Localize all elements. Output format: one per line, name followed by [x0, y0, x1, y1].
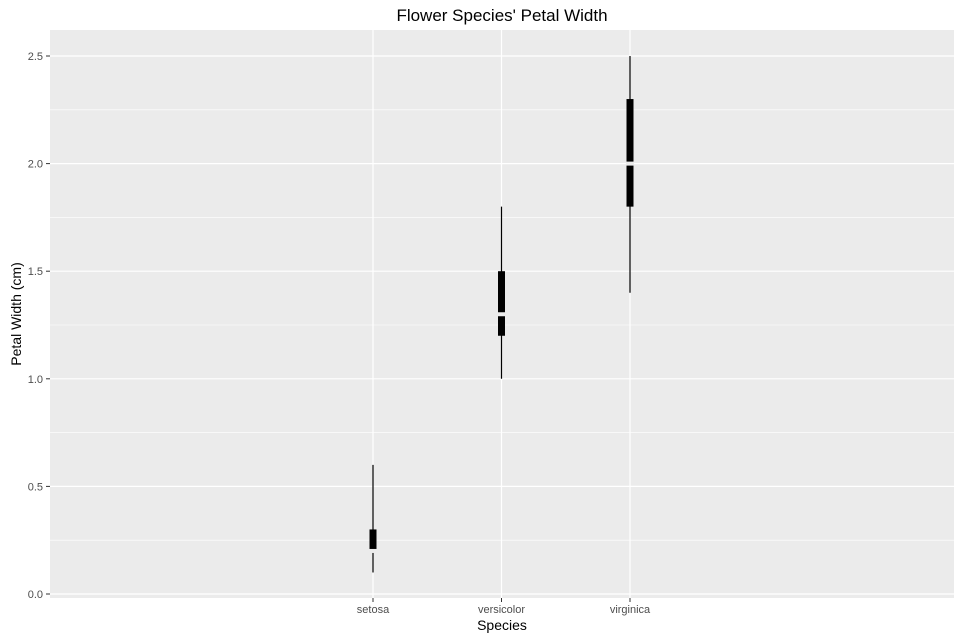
y-axis-ticks: 0.0 0.5 1.0 1.5 2.0 2.5: [28, 51, 50, 601]
box-median: [369, 548, 377, 553]
major-gridlines: [50, 30, 954, 598]
box-median: [497, 312, 506, 317]
box-median: [626, 161, 634, 166]
x-tick-label: virginica: [610, 604, 651, 616]
y-tick-label: 1.5: [28, 266, 43, 278]
y-tick-label: 0.5: [28, 481, 43, 493]
x-tick-label: versicolor: [478, 604, 525, 616]
x-axis-title: Species: [477, 617, 527, 633]
chart-title: Flower Species' Petal Width: [396, 6, 607, 25]
y-tick-label: 0.0: [28, 589, 43, 601]
box-body: [369, 529, 377, 551]
y-tick-label: 2.5: [28, 51, 43, 63]
x-axis-ticks: setosa versicolor virginica: [357, 598, 651, 616]
box-body: [498, 271, 505, 336]
y-tick-label: 2.0: [28, 159, 43, 171]
x-tick-label: setosa: [357, 604, 390, 616]
box-marks: [369, 56, 634, 573]
y-axis-title: Petal Width (cm): [8, 262, 24, 365]
y-tick-label: 1.0: [28, 374, 43, 386]
box-body: [626, 99, 634, 207]
